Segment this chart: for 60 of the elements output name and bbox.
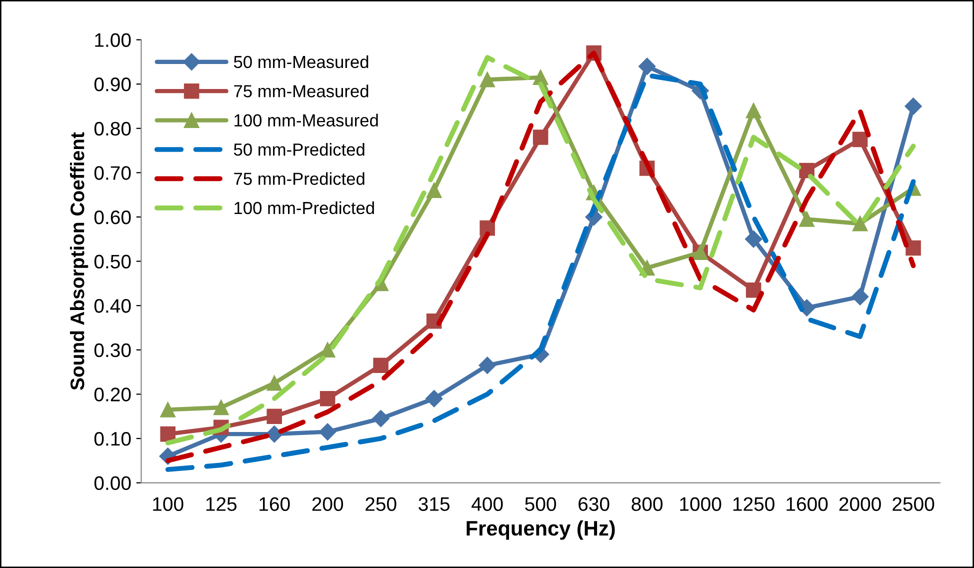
y-tick-label: 0.60 <box>94 210 131 224</box>
point <box>480 72 495 88</box>
x-tick-label: 500 <box>525 497 556 511</box>
x-tick-label: 200 <box>312 497 344 511</box>
point <box>799 212 814 227</box>
point <box>746 103 762 118</box>
y-tick-label: 0.30 <box>94 343 131 358</box>
x-tick-label: 2000 <box>839 497 881 511</box>
y-tick-label: 0.70 <box>94 166 131 180</box>
legend-label: 100 mm-Measured <box>234 114 378 127</box>
point <box>638 58 656 75</box>
y-tick-label: 0.90 <box>94 78 131 92</box>
point <box>426 390 443 408</box>
point <box>213 400 229 416</box>
legend-label: 50 mm-Predicted <box>234 143 364 156</box>
x-tick-label: 630 <box>578 497 610 511</box>
y-tick-label: 0.20 <box>94 388 131 402</box>
point <box>320 390 336 406</box>
point <box>851 288 869 306</box>
y-tick-label: 0.80 <box>94 122 131 136</box>
point <box>372 410 390 428</box>
point <box>373 358 388 374</box>
point <box>160 426 176 442</box>
y-tick-label: 0.00 <box>94 476 131 490</box>
point <box>906 240 921 256</box>
y-tick-label: 0.40 <box>94 299 131 313</box>
point <box>904 98 922 115</box>
x-tick-label: 2500 <box>892 497 934 511</box>
point <box>532 130 548 145</box>
point <box>266 408 282 424</box>
point <box>426 182 442 198</box>
x-tick-label: 250 <box>366 497 396 511</box>
point <box>160 402 176 418</box>
y-tick-label: 0.10 <box>94 432 131 446</box>
x-tick-label: 315 <box>418 497 450 511</box>
y-tick-label: 0.50 <box>94 254 131 269</box>
point <box>320 342 336 358</box>
legend-label: 50 mm-Measured <box>234 55 368 68</box>
point <box>266 426 283 443</box>
x-tick-label: 125 <box>206 497 237 511</box>
x-tick-label: 160 <box>260 497 290 511</box>
x-axis-title: Frequency (Hz) <box>466 520 615 540</box>
legend-label: 100 mm-Predicted <box>234 201 374 214</box>
y-tick-label: 1.00 <box>95 33 131 47</box>
point <box>745 230 762 248</box>
point <box>852 216 868 232</box>
x-tick-label: 1600 <box>786 497 828 511</box>
point <box>478 356 496 374</box>
point <box>852 132 868 148</box>
legend-label: 75 mm-Measured <box>234 84 368 98</box>
x-tick-label: 400 <box>472 497 503 511</box>
point <box>266 375 282 391</box>
point <box>746 282 762 298</box>
x-tick-label: 1250 <box>733 497 774 511</box>
legend-label: 75 mm-Predicted <box>234 172 364 185</box>
y-axis-title: Sound Absorption Coeffient <box>70 132 88 390</box>
x-tick-label: 800 <box>632 497 663 511</box>
x-tick-label: 1000 <box>680 497 722 511</box>
x-tick-label: 100 <box>153 497 184 511</box>
point <box>319 423 336 440</box>
